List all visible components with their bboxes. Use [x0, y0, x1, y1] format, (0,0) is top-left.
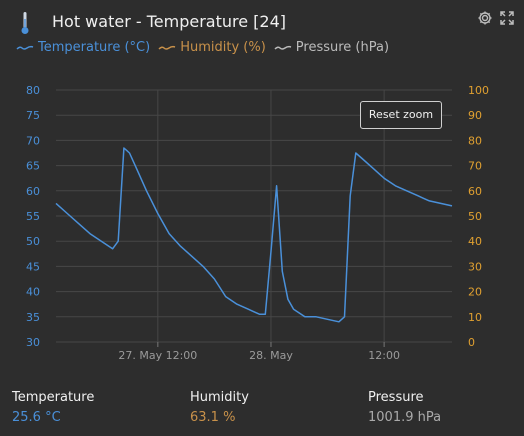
y-left-tick-label: 65: [26, 160, 40, 173]
stat-label-pressure: Pressure: [368, 390, 424, 405]
y-left-tick-label: 70: [26, 134, 40, 147]
y-right-tick-label: 90: [468, 109, 482, 122]
legend-label-humidity: Humidity (%): [180, 40, 266, 55]
y-right-tick-label: 80: [468, 134, 482, 147]
stats-footer: Temperature 25.6 °C Humidity 63.1 % Pres…: [0, 388, 524, 436]
y-left-tick-label: 80: [26, 84, 40, 97]
y-left-tick-label: 55: [26, 210, 40, 223]
y-right-tick-label: 70: [468, 160, 482, 173]
x-tick-label: 27. May 12:00: [118, 349, 197, 362]
y-left-tick-label: 35: [26, 311, 40, 324]
legend-temperature-line-icon: [16, 45, 34, 50]
legend-item-humidity[interactable]: Humidity (%): [158, 40, 266, 55]
y-left-tick-label: 45: [26, 260, 40, 273]
temperature-chart[interactable]: 8075706560555045403530100908070605040302…: [0, 76, 524, 376]
panel-title: Hot water - Temperature [24]: [52, 12, 286, 31]
legend-item-pressure[interactable]: Pressure (hPa): [274, 40, 389, 55]
y-left-tick-label: 30: [26, 336, 40, 349]
y-right-tick-label: 30: [468, 260, 482, 273]
y-right-tick-label: 40: [468, 235, 482, 248]
y-right-tick-label: 10: [468, 311, 482, 324]
legend-pressure-line-icon: [274, 45, 292, 50]
stat-label-temperature: Temperature: [12, 390, 95, 405]
stat-value-pressure: 1001.9 hPa: [368, 410, 442, 425]
legend-humidity-line-icon: [158, 45, 176, 50]
y-left-tick-label: 60: [26, 185, 40, 198]
chart-legend: Temperature (°C) Humidity (%) Pressure (…: [16, 40, 397, 55]
legend-item-temperature[interactable]: Temperature (°C): [16, 40, 150, 55]
expand-icon[interactable]: [499, 10, 515, 26]
y-left-tick-label: 75: [26, 109, 40, 122]
x-tick-label: 12:00: [368, 349, 400, 362]
stat-pressure: Pressure 1001.9 hPa: [368, 388, 441, 428]
y-right-tick-label: 60: [468, 185, 482, 198]
gear-icon[interactable]: [477, 10, 493, 26]
series-line-temperature: [55, 147, 453, 323]
legend-label-temperature: Temperature (°C): [38, 40, 151, 55]
reset-zoom-button[interactable]: Reset zoom: [360, 101, 442, 129]
stat-temperature: Temperature 25.6 °C: [12, 388, 94, 428]
stat-value-temperature: 25.6 °C: [12, 410, 61, 425]
y-right-tick-label: 0: [468, 336, 475, 349]
thermometer-icon: [21, 12, 29, 34]
stat-humidity: Humidity 63.1 %: [190, 388, 249, 428]
y-right-tick-label: 20: [468, 286, 482, 299]
x-tick-label: 28. May: [249, 349, 293, 362]
y-left-tick-label: 50: [26, 235, 40, 248]
y-right-tick-label: 100: [468, 84, 489, 97]
y-right-tick-label: 50: [468, 210, 482, 223]
y-left-tick-label: 40: [26, 286, 40, 299]
stat-value-humidity: 63.1 %: [190, 410, 236, 425]
panel-header: Hot water - Temperature [24] Temperatu: [0, 0, 524, 70]
legend-label-pressure: Pressure (hPa): [295, 40, 390, 55]
stat-label-humidity: Humidity: [190, 390, 249, 405]
